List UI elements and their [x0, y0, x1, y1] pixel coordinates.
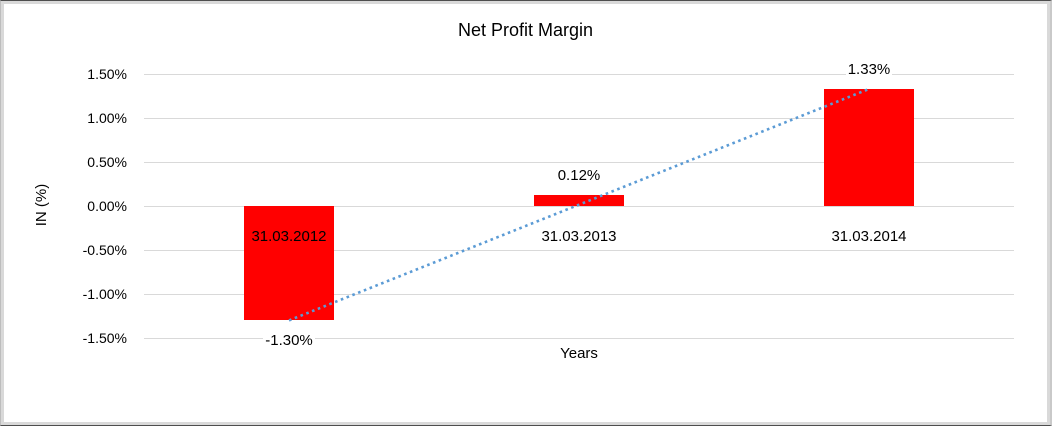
x-axis-title: Years [560, 345, 598, 362]
data-label-text: 0.12% [555, 167, 603, 185]
gridline [144, 206, 1014, 207]
gridline [144, 162, 1014, 163]
y-tick-label: 1.00% [87, 110, 127, 126]
data-label: -1.30% [229, 331, 349, 351]
data-label: 0.12% [519, 166, 639, 186]
y-tick-label: -1.50% [82, 330, 127, 346]
gridline [144, 250, 1014, 251]
bar [534, 195, 624, 206]
y-tick-label: 1.50% [87, 66, 127, 82]
chart-title: Net Profit Margin [457, 20, 594, 40]
trendline [288, 87, 870, 322]
category-label: 31.03.2012 [251, 228, 327, 245]
bar [244, 206, 334, 321]
trendline-path [288, 87, 870, 322]
gridline [144, 294, 1014, 295]
data-label: 1.33% [809, 60, 929, 80]
y-tick-label: 0.00% [87, 198, 127, 214]
gridline [144, 338, 1014, 339]
category-label: 31.03.2013 [541, 228, 617, 245]
gridline [144, 118, 1014, 119]
y-tick-label: -1.00% [82, 286, 127, 302]
bar [824, 88, 914, 206]
gridline [144, 74, 1014, 75]
data-label-text: 1.33% [845, 60, 893, 78]
category-label: 31.03.2014 [831, 228, 907, 245]
y-tick-label: 0.50% [87, 154, 127, 170]
plot-area: 31.03.2012 31.03.2013 31.03.2014 -1.30% 0.1… [144, 60, 1014, 350]
data-label-text: -1.30% [263, 332, 315, 350]
y-tick-label: -0.50% [82, 242, 127, 258]
